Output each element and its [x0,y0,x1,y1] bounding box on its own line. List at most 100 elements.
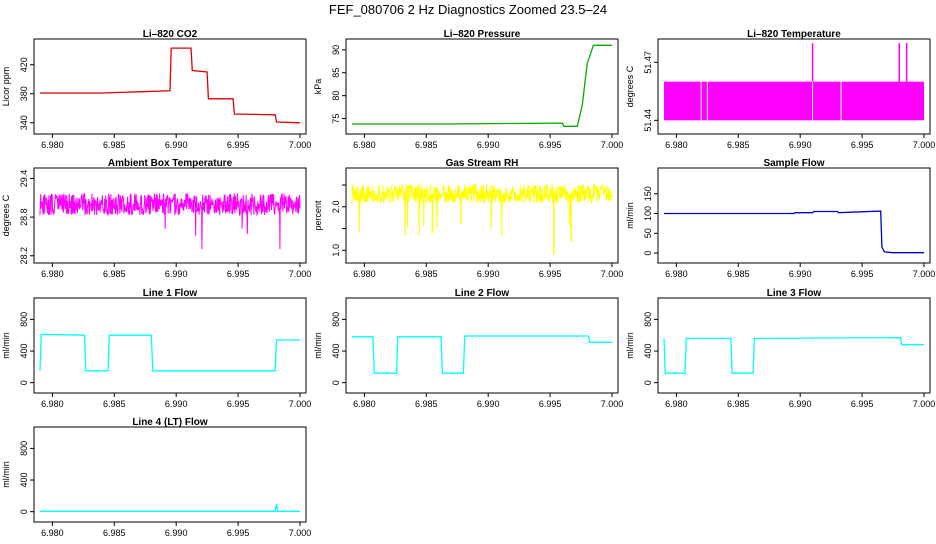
x-tick-label: 6.995 [227,528,250,538]
chart-pressure-svg: Li–820 Pressure 6.980 6.985 6.990 6.995 7.000… [313,29,623,150]
y-tick-label: 29.4 [19,170,29,188]
series-line [663,336,924,374]
y-axis-label: degrees C [1,194,11,236]
x-tick-label: 7.000 [913,140,936,150]
y-tick-label: 28.2 [19,247,29,265]
y-tick-label: 800 [331,312,341,327]
x-tick-label: 6.995 [227,140,250,150]
x-tick-label: 6.990 [165,269,188,279]
plot-frame [657,38,931,135]
y-tick-label: 0 [643,380,653,385]
series-band [664,81,924,121]
plot-frame [345,297,619,394]
x-tick-label: 6.990 [789,140,812,150]
x-tick-label: 6.995 [539,269,562,279]
y-tick-label: 400 [331,344,341,359]
x-tick-label: 7.000 [913,269,936,279]
y-axis-label: ml/min [313,332,323,359]
series-line [40,47,301,124]
chart-title: Sample Flow [763,158,824,169]
y-axis-label: ml/min [1,332,11,359]
y-tick-label: 1.0 [331,244,341,257]
x-tick-label: 6.980 [353,399,376,409]
x-tick-label: 6.995 [851,140,874,150]
x-tick-label: 6.985 [103,140,126,150]
chart-title: Li–820 Temperature [747,29,841,40]
chart-line2-svg: Line 2 Flow 6.980 6.985 6.990 6.995 7.000 0 400… [313,288,623,409]
x-tick-label: 7.000 [913,399,936,409]
x-tick-label: 6.995 [227,399,250,409]
y-axis-label: ml/min [625,332,635,359]
x-tick-label: 6.995 [539,399,562,409]
y-tick-label: 50 [643,228,653,238]
y-tick-label: 0 [331,380,341,385]
chart-title: Ambient Box Temperature [108,158,233,169]
x-tick-label: 6.985 [103,528,126,538]
chart-title: Gas Stream RH [446,158,519,169]
y-tick-label: 800 [643,312,653,327]
x-tick-label: 6.980 [41,528,64,538]
chart-panel-pressure: Li–820 Pressure 6.980 6.985 6.990 6.995 7.000… [312,26,624,156]
chart-panel-line3-flow: Line 3 Flow 6.980 6.985 6.990 6.995 7.000 0 400… [624,285,936,415]
plot-frame [345,38,619,135]
y-tick-label: 0 [19,380,29,385]
figure-title: FEF_080706 2 Hz Diagnostics Zoomed 23.5–… [328,2,608,17]
x-tick-label: 6.990 [477,140,500,150]
y-tick-label: 90 [331,45,341,55]
chart-panel-line1-flow: Line 1 Flow 6.980 6.985 6.990 6.995 7.000 0 400… [0,285,312,415]
x-tick-label: 6.985 [727,269,750,279]
x-tick-label: 7.000 [601,269,624,279]
chart-title: Li–820 Pressure [444,29,521,40]
y-tick-label: 51.47 [643,51,653,74]
x-tick-label: 6.980 [665,140,688,150]
x-tick-label: 6.980 [41,140,64,150]
chart-panel-line2-flow: Line 2 Flow 6.980 6.985 6.990 6.995 7.000 0 400… [312,285,624,415]
plot-frame [33,38,307,135]
chart-panel-co2: Li–820 CO2 6.980 6.985 6.990 6.995 7.000 340 38… [0,26,312,156]
x-tick-label: 6.985 [415,399,438,409]
series-line [351,183,613,237]
series-line [39,192,301,250]
chart-title: Li–820 CO2 [143,29,198,40]
chart-panel-sample-flow: Sample Flow 6.980 6.985 6.990 6.995 7.000 0 50 1… [624,155,936,285]
chart-sample-flow-svg: Sample Flow 6.980 6.985 6.990 6.995 7.000 0 50 1… [625,158,936,279]
x-tick-label: 7.000 [289,528,312,538]
series-line [40,503,300,512]
plot-frame [657,297,931,394]
series-line [352,335,612,374]
y-axis-label: Licor ppm [1,67,11,107]
x-tick-label: 6.990 [165,399,188,409]
x-tick-label: 6.980 [353,140,376,150]
y-tick-label: 150 [643,186,653,201]
y-tick-label: 85 [331,68,341,78]
y-tick-label: 80 [331,91,341,101]
y-axis-label: ml/min [625,202,635,229]
y-tick-label: 800 [19,312,29,327]
y-axis-label: percent [313,200,323,231]
x-tick-label: 6.980 [665,399,688,409]
chart-title: Line 3 Flow [767,288,822,299]
x-tick-label: 6.985 [415,140,438,150]
y-tick-label: 2.0 [331,201,341,214]
x-tick-label: 6.995 [227,269,250,279]
y-tick-label: 0 [19,509,29,514]
chart-line1-svg: Line 1 Flow 6.980 6.985 6.990 6.995 7.000 0 400… [1,288,311,409]
plot-frame [33,426,307,523]
x-tick-label: 6.995 [539,140,562,150]
y-tick-label: 51.44 [643,109,653,132]
chart-temperature-svg: Li–820 Temperature 6.980 6.985 6.990 6.995 7.… [625,29,936,150]
x-tick-label: 6.985 [727,140,750,150]
x-tick-label: 6.995 [851,269,874,279]
y-tick-label: 380 [19,86,29,101]
y-axis-label: degrees C [625,65,635,107]
y-tick-label: 420 [19,57,29,72]
plot-frame [345,167,619,264]
y-axis-label: ml/min [1,461,11,488]
y-axis-label: kPa [313,79,323,95]
series-line [664,210,924,254]
y-tick-label: 400 [19,344,29,359]
y-tick-label: 340 [19,115,29,130]
series-line [352,44,612,127]
plot-frame [33,167,307,264]
y-tick-label: 800 [19,441,29,456]
